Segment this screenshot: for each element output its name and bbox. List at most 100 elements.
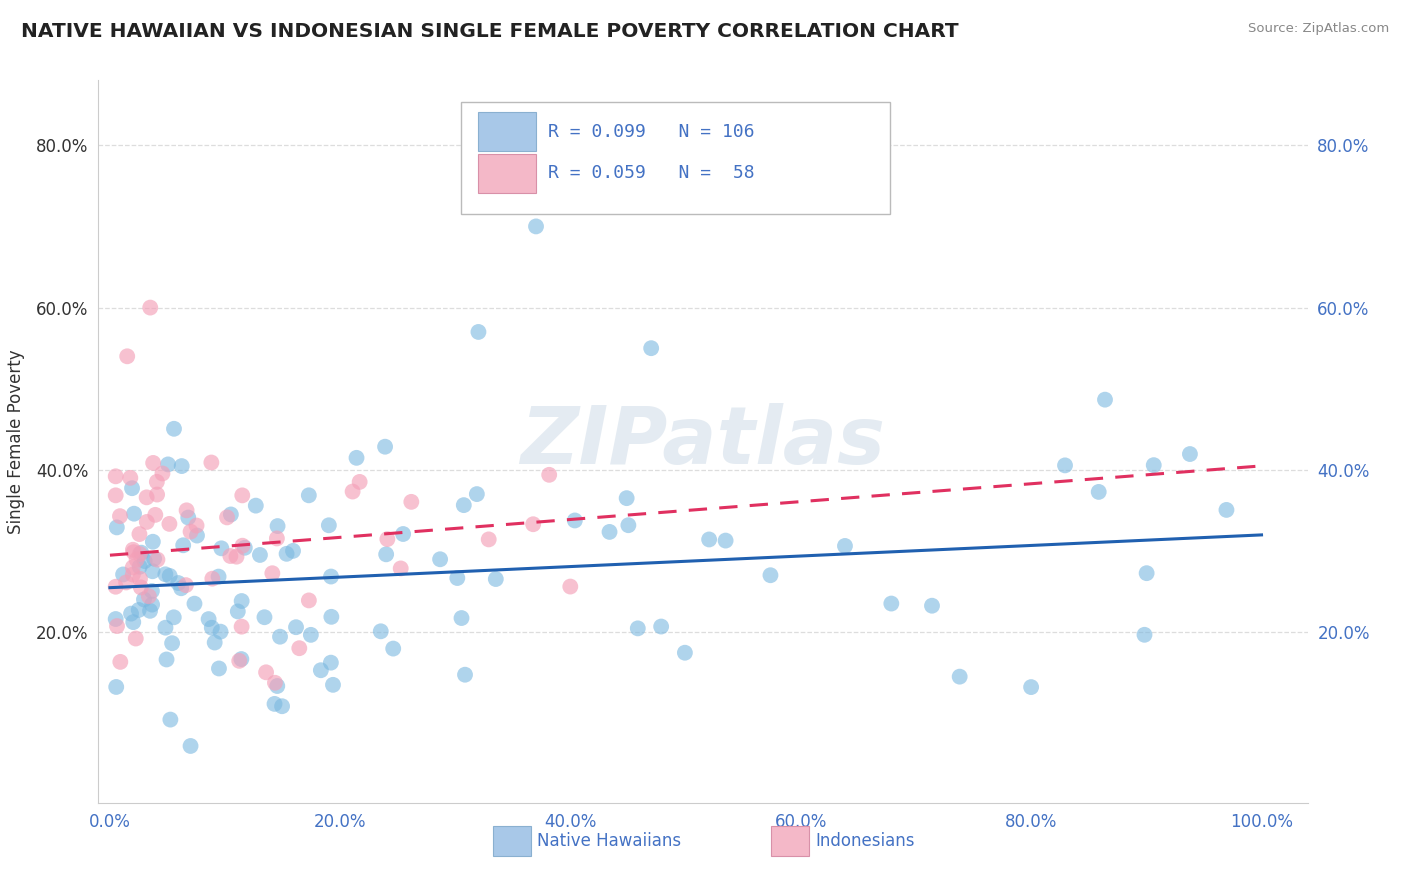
Point [322, 678, 344, 692]
Point [269, 630, 291, 644]
Point [135, 515, 157, 529]
Point [146, 552, 169, 566]
Point [485, 572, 508, 586]
Point [319, 656, 342, 670]
Point [105, 520, 128, 534]
Text: ZIPatlas: ZIPatlas [520, 402, 886, 481]
Point [446, 571, 468, 585]
Point [215, 510, 238, 524]
Point [163, 422, 186, 436]
Point [673, 646, 696, 660]
Point [128, 547, 150, 561]
Point [1178, 447, 1201, 461]
Point [880, 597, 903, 611]
Point [200, 456, 222, 470]
Point [121, 481, 143, 495]
Point [564, 513, 586, 527]
Point [104, 469, 127, 483]
Point [159, 713, 181, 727]
Point [377, 532, 399, 546]
Point [186, 528, 208, 542]
Point [231, 594, 253, 608]
Point [454, 667, 477, 681]
Point [104, 580, 127, 594]
Point [299, 628, 322, 642]
Point [141, 598, 163, 612]
Point [139, 301, 162, 315]
Point [121, 567, 143, 582]
FancyBboxPatch shape [770, 826, 810, 856]
Point [177, 510, 200, 524]
Point [392, 527, 415, 541]
Point [650, 619, 672, 633]
Point [264, 675, 287, 690]
Point [374, 440, 396, 454]
Point [226, 604, 249, 618]
Point [245, 499, 267, 513]
Point [318, 518, 340, 533]
Point [157, 516, 180, 531]
Point [389, 561, 412, 575]
Point [219, 508, 242, 522]
Point [231, 652, 253, 666]
Text: NATIVE HAWAIIAN VS INDONESIAN SINGLE FEMALE POVERTY CORRELATION CHART: NATIVE HAWAIIAN VS INDONESIAN SINGLE FEM… [21, 22, 959, 41]
Point [142, 564, 165, 578]
FancyBboxPatch shape [461, 102, 890, 214]
Point [225, 549, 247, 564]
Point [254, 665, 277, 680]
Point [522, 517, 544, 532]
Point [266, 519, 288, 533]
Point [155, 621, 177, 635]
Point [1094, 392, 1116, 407]
Point [266, 532, 288, 546]
Point [1215, 503, 1237, 517]
Text: Source: ZipAtlas.com: Source: ZipAtlas.com [1249, 22, 1389, 36]
Point [346, 450, 368, 465]
Point [1133, 628, 1156, 642]
Point [141, 584, 163, 599]
Point [122, 542, 145, 557]
Point [231, 539, 253, 553]
Point [132, 592, 155, 607]
Point [627, 621, 650, 635]
Point [285, 620, 308, 634]
Point [142, 456, 165, 470]
Text: Native Hawaiians: Native Hawaiians [537, 832, 682, 850]
Point [167, 576, 190, 591]
Point [319, 569, 342, 583]
Point [207, 569, 229, 583]
Point [714, 533, 737, 548]
Point [219, 549, 242, 563]
Point [231, 620, 253, 634]
Point [142, 534, 165, 549]
Point [560, 580, 582, 594]
Point [174, 578, 197, 592]
Point [640, 341, 662, 355]
Point [208, 661, 231, 675]
FancyBboxPatch shape [478, 112, 536, 151]
Point [146, 487, 169, 501]
Point [228, 654, 250, 668]
Point [163, 610, 186, 624]
Point [120, 607, 142, 621]
Point [110, 655, 132, 669]
Point [538, 467, 561, 482]
Point [146, 475, 169, 489]
Point [128, 603, 150, 617]
Point [599, 524, 621, 539]
Point [183, 597, 205, 611]
Point [209, 624, 232, 639]
Point [129, 546, 152, 560]
Point [134, 554, 156, 568]
Point [342, 484, 364, 499]
Point [834, 539, 856, 553]
Point [1143, 458, 1166, 472]
Point [382, 641, 405, 656]
Point [949, 670, 972, 684]
Point [155, 567, 177, 582]
Point [159, 569, 181, 583]
FancyBboxPatch shape [492, 826, 531, 856]
Point [170, 459, 193, 474]
Point [115, 349, 138, 363]
Point [104, 612, 127, 626]
